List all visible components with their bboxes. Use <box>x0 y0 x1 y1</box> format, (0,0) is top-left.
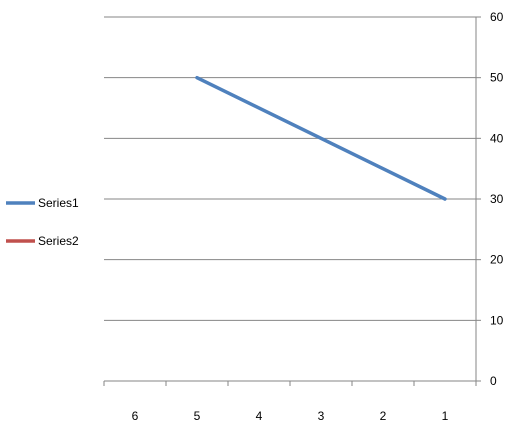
y-tick-label: 50 <box>490 71 504 85</box>
x-tick-label: 6 <box>132 409 139 422</box>
legend-label-series1: Series1 <box>38 196 79 210</box>
legend: Series1 Series2 <box>6 196 79 248</box>
axes: 0 10 20 30 40 50 60 6 5 4 3 2 1 <box>103 10 504 422</box>
y-tick-label: 20 <box>490 253 504 267</box>
gridlines <box>104 16 476 382</box>
y-tick-label: 0 <box>490 374 497 388</box>
series-lines <box>195 75 447 201</box>
y-tick-label: 60 <box>490 10 504 24</box>
x-tick-label: 5 <box>194 409 201 422</box>
x-tick-label: 1 <box>442 409 449 422</box>
legend-label-series2: Series2 <box>38 234 79 248</box>
series-line-series1 <box>195 75 447 201</box>
y-tick-label: 30 <box>490 192 504 206</box>
y-tick-label: 40 <box>490 131 504 145</box>
x-tick-label: 2 <box>380 409 387 422</box>
x-tick-label: 4 <box>256 409 263 422</box>
y-tick-label: 10 <box>490 313 504 327</box>
x-tick-label: 3 <box>318 409 325 422</box>
